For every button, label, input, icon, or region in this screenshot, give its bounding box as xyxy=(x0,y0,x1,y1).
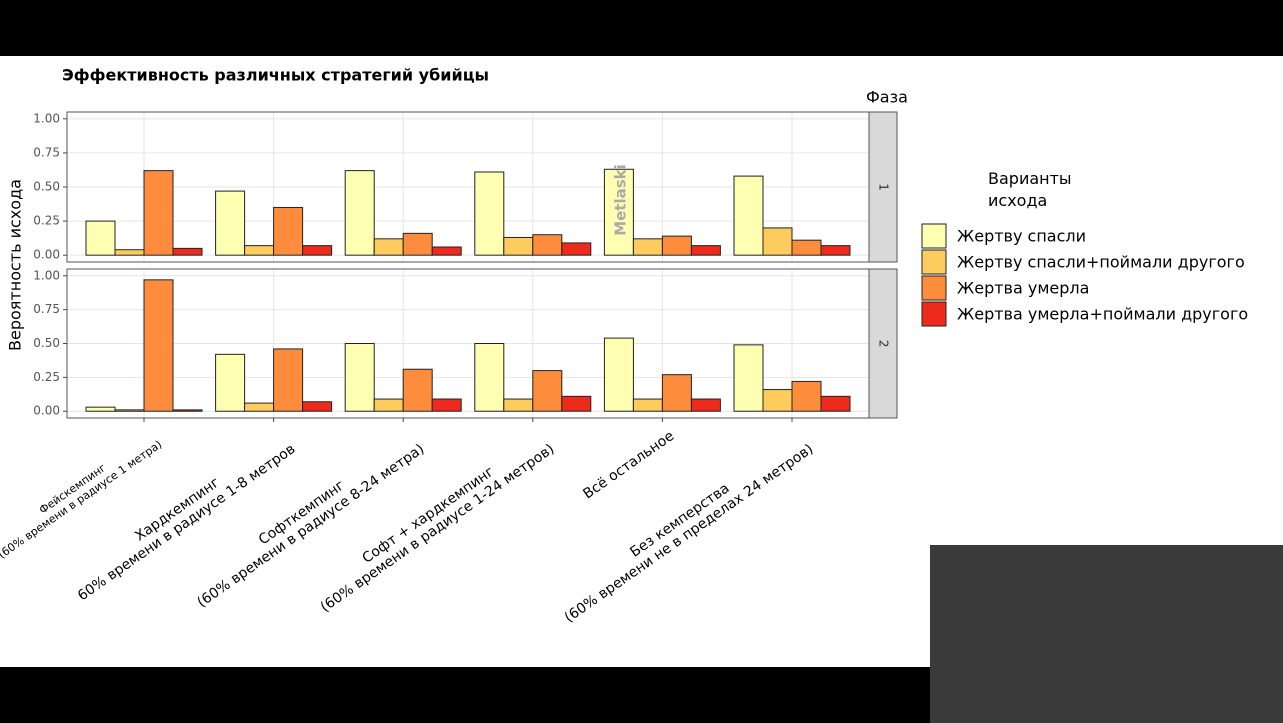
bar xyxy=(143,170,174,256)
bar xyxy=(373,398,404,412)
y-tick-label: 0.00 xyxy=(33,404,60,418)
bar xyxy=(733,344,764,412)
watermark: Metlaski xyxy=(612,164,630,236)
bar xyxy=(690,398,721,412)
bar xyxy=(172,247,203,256)
bar xyxy=(402,368,433,412)
legend-title: Варианты исхода xyxy=(988,169,1072,210)
bar xyxy=(143,279,174,412)
bar xyxy=(632,238,663,256)
bar xyxy=(733,175,764,256)
y-tick-label: 0.75 xyxy=(33,145,60,159)
facet-strip xyxy=(868,111,898,263)
bar xyxy=(561,395,592,412)
bar xyxy=(172,409,203,412)
bar xyxy=(632,398,663,412)
legend-key xyxy=(921,249,947,275)
bar xyxy=(431,398,462,412)
bar xyxy=(244,245,275,256)
bar xyxy=(474,171,505,256)
y-tick-label: 1.00 xyxy=(33,268,60,282)
bar xyxy=(561,242,592,256)
y-tick-label: 0.25 xyxy=(33,214,60,228)
bar xyxy=(762,227,793,256)
bar xyxy=(302,245,333,256)
bar xyxy=(344,170,375,256)
y-tick-label: 0.50 xyxy=(33,336,60,350)
bar xyxy=(661,235,692,256)
y-tick-label: 0.00 xyxy=(33,248,60,262)
bar xyxy=(215,190,246,256)
facet-title: Фаза xyxy=(866,88,908,107)
facet-strip xyxy=(868,268,898,419)
bar xyxy=(114,409,145,412)
bar xyxy=(474,343,505,412)
bar xyxy=(215,353,246,412)
video-inset xyxy=(930,545,1283,723)
bar xyxy=(532,234,563,256)
legend-label: Жертва умерла+поймали другого xyxy=(957,305,1248,324)
bar xyxy=(244,402,275,412)
legend-key xyxy=(921,301,947,327)
legend-label: Жертву спасли+поймали другого xyxy=(957,253,1245,272)
facet-label: 1 xyxy=(877,183,891,191)
bar xyxy=(791,380,822,412)
y-tick-label: 0.75 xyxy=(33,302,60,316)
bar xyxy=(791,239,822,256)
bar xyxy=(402,232,433,256)
bar xyxy=(820,245,851,256)
legend-label: Жертву спасли xyxy=(957,227,1086,246)
bar xyxy=(85,406,116,412)
bar xyxy=(690,245,721,256)
bar xyxy=(85,220,116,256)
bar xyxy=(344,343,375,412)
bar xyxy=(532,370,563,412)
bar xyxy=(273,206,304,256)
bar xyxy=(762,389,793,412)
bar xyxy=(431,246,462,256)
bar xyxy=(503,236,534,256)
bar xyxy=(820,395,851,412)
bar xyxy=(114,249,145,256)
facet-label: 2 xyxy=(877,340,891,348)
bar xyxy=(302,401,333,412)
bar xyxy=(603,337,634,412)
y-axis-title: Вероятность исхода xyxy=(6,179,25,351)
bar xyxy=(503,398,534,412)
bar xyxy=(603,168,634,256)
bar xyxy=(661,374,692,412)
legend-key xyxy=(921,223,947,249)
y-tick-label: 0.50 xyxy=(33,180,60,194)
y-tick-label: 1.00 xyxy=(33,111,60,125)
chart-title: Эффективность различных стратегий убийцы xyxy=(62,66,489,85)
y-tick-label: 0.25 xyxy=(33,370,60,384)
bar xyxy=(273,348,304,412)
legend-label: Жертва умерла xyxy=(957,279,1089,298)
bar xyxy=(373,238,404,256)
legend-key xyxy=(921,275,947,301)
